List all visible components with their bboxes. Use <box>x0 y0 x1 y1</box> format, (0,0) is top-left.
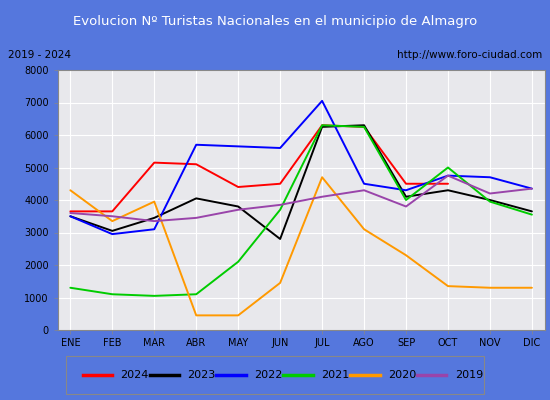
Text: 2019 - 2024: 2019 - 2024 <box>8 50 71 60</box>
Text: 2021: 2021 <box>321 370 349 380</box>
Text: 2019: 2019 <box>455 370 483 380</box>
Text: 2022: 2022 <box>254 370 283 380</box>
Text: 2020: 2020 <box>388 370 416 380</box>
Text: 2023: 2023 <box>187 370 216 380</box>
Text: Evolucion Nº Turistas Nacionales en el municipio de Almagro: Evolucion Nº Turistas Nacionales en el m… <box>73 14 477 28</box>
Text: 2024: 2024 <box>120 370 148 380</box>
Text: http://www.foro-ciudad.com: http://www.foro-ciudad.com <box>397 50 542 60</box>
